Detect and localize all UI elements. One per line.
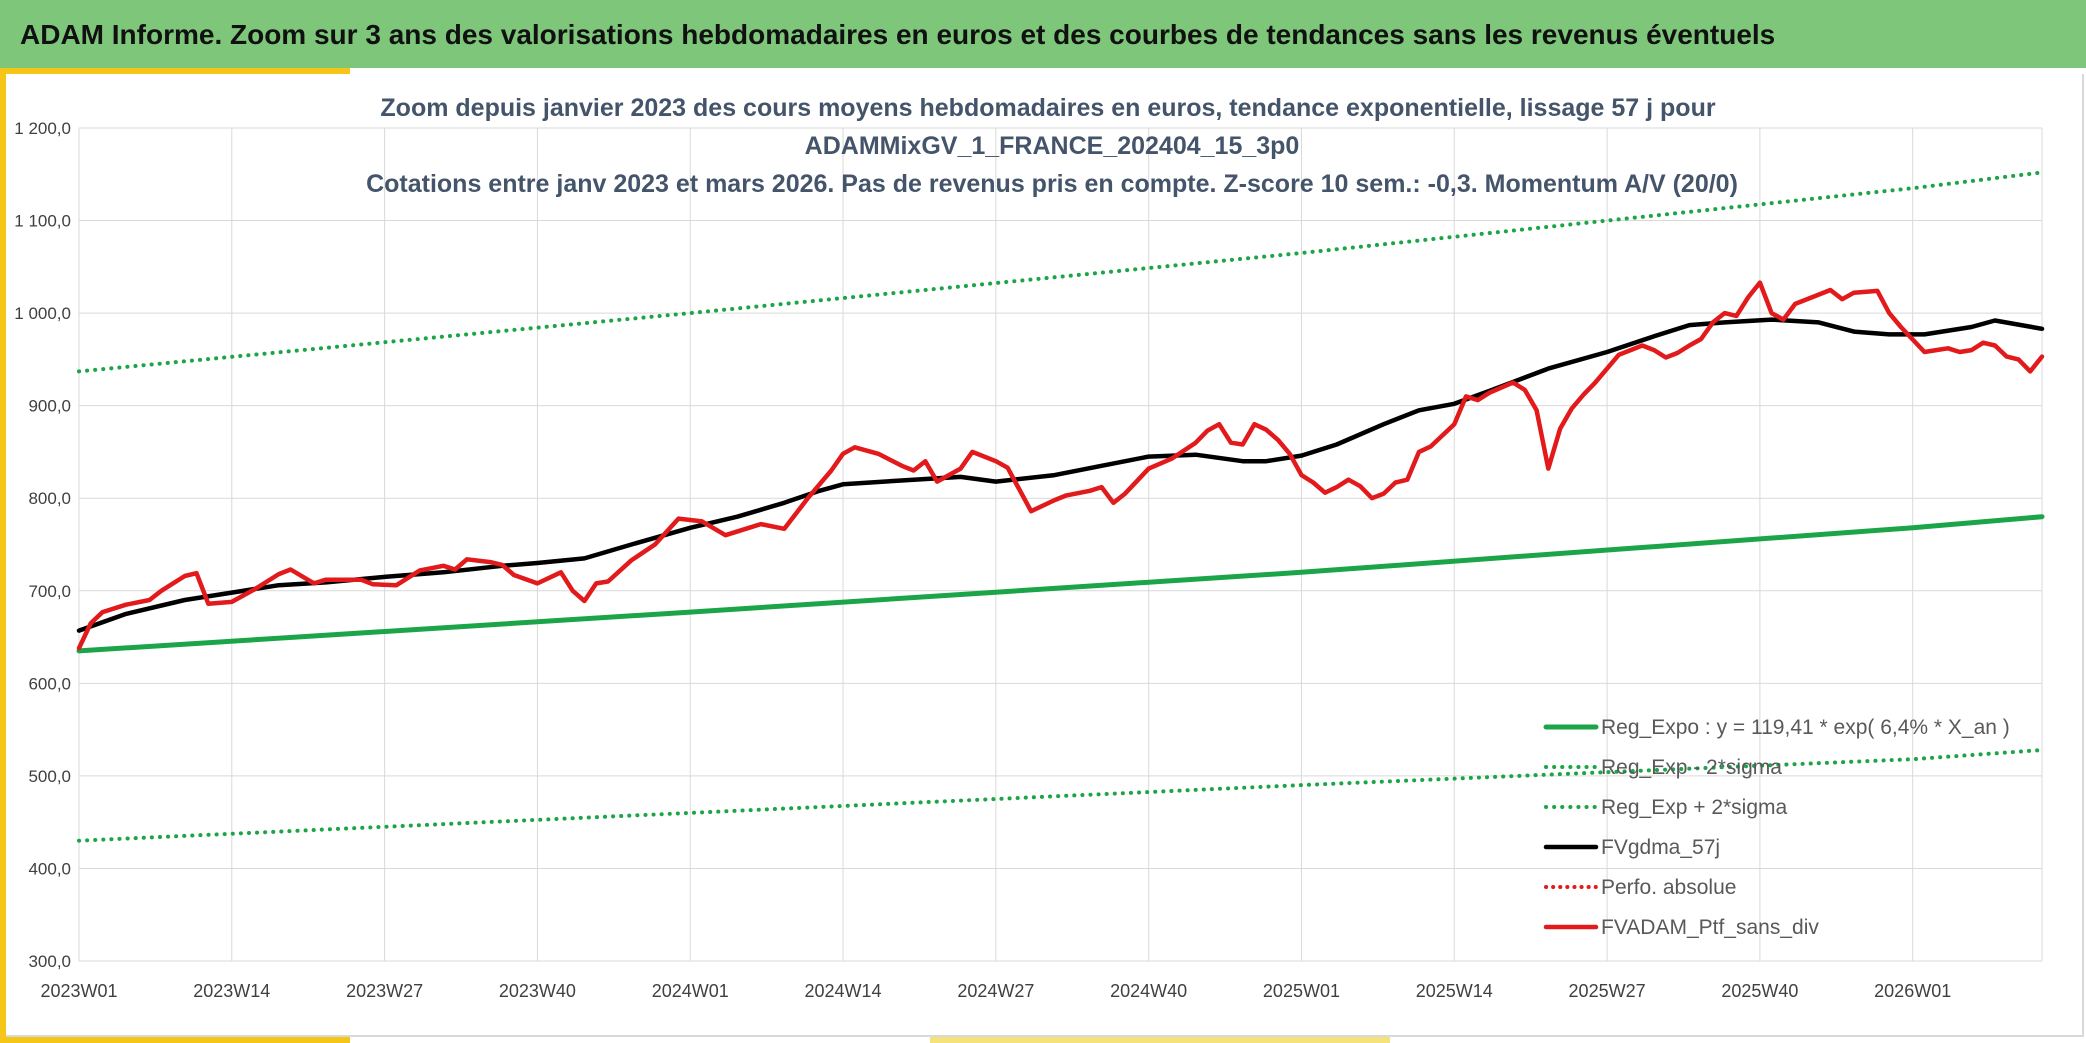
legend-label-reg_minus: Reg_Exp - 2*sigma bbox=[1601, 756, 1782, 779]
legend-label-ptf: FVADAM_Ptf_sans_div bbox=[1601, 916, 1819, 939]
legend-label-reg_expo: Reg_Expo : y = 119,41 * exp( 6,4% * X_an… bbox=[1601, 716, 2010, 739]
accent-bar-top bbox=[0, 68, 350, 74]
series-line-ptf bbox=[76, 280, 2045, 651]
header-banner: ADAM Informe. Zoom sur 3 ans des valoris… bbox=[0, 0, 2086, 68]
x-tick-label: 2025W27 bbox=[1569, 981, 1646, 1001]
y-axis-tick-labels: 300,0 400,0 500,0 600,0 700,0 800,0 900,0 1 000… bbox=[14, 119, 71, 971]
x-tick-label: 2025W14 bbox=[1416, 981, 1493, 1001]
y-tick-label: 800,0 bbox=[28, 489, 71, 508]
x-tick-label: 2024W01 bbox=[652, 981, 729, 1001]
page-title: ADAM Informe. Zoom sur 3 ans des valoris… bbox=[20, 19, 1776, 50]
y-tick-label: 300,0 bbox=[28, 952, 71, 971]
x-tick-label: 2023W40 bbox=[499, 981, 576, 1001]
chart-frame bbox=[6, 74, 2084, 1037]
x-tick-label: 2023W01 bbox=[40, 981, 117, 1001]
chart-series bbox=[76, 170, 2045, 843]
x-tick-label: 2023W27 bbox=[346, 981, 423, 1001]
x-tick-label: 2023W14 bbox=[193, 981, 270, 1001]
accent-bar-left bbox=[0, 68, 6, 1043]
x-tick-label: 2024W14 bbox=[805, 981, 882, 1001]
chart-title-line-1: Zoom depuis janvier 2023 des cours moyen… bbox=[380, 94, 1715, 122]
chart-legend: Reg_Expo : y = 119,41 * exp( 6,4% * X_an… bbox=[1543, 716, 2010, 939]
y-tick-label: 900,0 bbox=[28, 397, 71, 416]
chart-title: Zoom depuis janvier 2023 des cours moyen… bbox=[366, 94, 1738, 198]
chart-title-line-3: Cotations entre janv 2023 et mars 2026. … bbox=[366, 170, 1738, 198]
y-tick-label: 1 000,0 bbox=[14, 304, 71, 323]
legend-label-perfo: Perfo. absolue bbox=[1601, 876, 1736, 899]
y-tick-label: 1 200,0 bbox=[14, 119, 71, 138]
x-tick-label: 2024W40 bbox=[1110, 981, 1187, 1001]
legend-label-fvgdma: FVgdma_57j bbox=[1601, 836, 1720, 859]
series-line-reg_minus bbox=[77, 748, 2044, 843]
x-tick-label: 2025W40 bbox=[1721, 981, 1798, 1001]
accent-bar-bottom bbox=[0, 1035, 350, 1043]
series-line-reg_expo bbox=[76, 514, 2045, 654]
y-tick-label: 500,0 bbox=[28, 767, 71, 786]
y-tick-label: 700,0 bbox=[28, 582, 71, 601]
x-axis-tick-labels: 2023W01 2023W14 2023W27 2023W40 2024W01 2024W… bbox=[40, 981, 1951, 1001]
y-tick-label: 400,0 bbox=[28, 859, 71, 878]
legend-label-reg_plus: Reg_Exp + 2*sigma bbox=[1601, 796, 1788, 819]
x-tick-label: 2024W27 bbox=[957, 981, 1034, 1001]
chart-grid bbox=[78, 127, 2043, 962]
chart-title-line-2: ADAMMixGV_1_FRANCE_202404_15_3p0 bbox=[805, 132, 1300, 160]
x-tick-label: 2026W01 bbox=[1874, 981, 1951, 1001]
x-tick-label: 2025W01 bbox=[1263, 981, 1340, 1001]
series-line-reg_plus bbox=[77, 170, 2044, 374]
y-tick-label: 600,0 bbox=[28, 674, 71, 693]
y-tick-label: 1 100,0 bbox=[14, 212, 71, 231]
accent-bar-bottom-secondary bbox=[930, 1037, 1390, 1043]
series-line-fvgdma bbox=[76, 317, 2045, 633]
